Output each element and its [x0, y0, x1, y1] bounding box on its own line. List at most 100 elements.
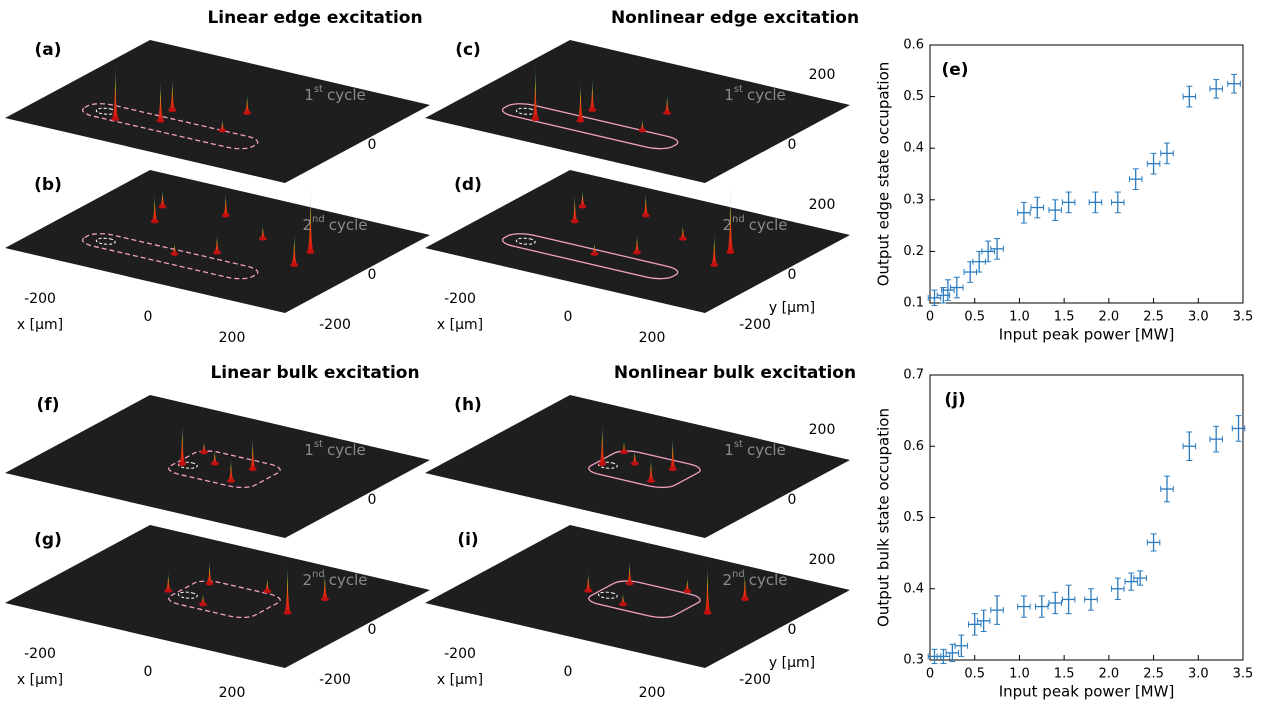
plane — [5, 525, 430, 669]
cycle-number: 1 — [724, 86, 734, 104]
y-tick-label: 0 — [788, 267, 797, 283]
peak-base — [164, 588, 173, 593]
peak-base — [663, 110, 672, 115]
plot-frame — [929, 44, 1244, 304]
intensity-peak — [200, 592, 206, 605]
cycle-word: cycle — [329, 571, 368, 589]
y-tick-label: 0 — [788, 622, 797, 638]
peak-base — [248, 467, 257, 472]
peak-base — [290, 262, 299, 267]
x-tick-label: 3.0 — [1188, 310, 1209, 325]
y-axis-title: Output edge state occupation — [875, 62, 893, 287]
x-axis-label: x [µm] — [437, 317, 483, 333]
y-tick-label: 0.4 — [903, 581, 924, 596]
plane — [425, 395, 850, 539]
panel-label: (f) — [37, 395, 60, 415]
peak-base — [168, 107, 177, 112]
peak-base — [633, 250, 641, 255]
intensity-peak — [591, 241, 598, 254]
peak-base — [740, 597, 749, 602]
cycle-label: 2nd cycle — [302, 569, 367, 589]
intensity-peak — [165, 570, 172, 591]
intensity-peak — [631, 448, 638, 464]
x-tick-label: 3.5 — [1233, 667, 1254, 682]
panel-plane — [425, 170, 850, 314]
excitation-outline — [496, 231, 684, 281]
peak-base — [668, 467, 677, 472]
peak-base — [218, 128, 227, 133]
intensity-peak — [626, 558, 633, 584]
cycle-suffix: nd — [312, 214, 325, 225]
y-tick-label: 0.5 — [903, 89, 924, 104]
x-tick-label: 200 — [639, 330, 666, 346]
x-tick-label: 0.5 — [964, 667, 985, 682]
panel-title: Nonlinear edge excitation — [611, 8, 859, 28]
cycle-suffix: nd — [732, 569, 745, 580]
intensity-peak — [634, 232, 640, 253]
cycle-word: cycle — [327, 441, 366, 459]
input-site — [175, 461, 201, 470]
panel-plane — [5, 170, 430, 314]
cycle-label: 1st cycle — [304, 439, 365, 459]
panel-title: Linear edge excitation — [207, 8, 422, 28]
panel-title: Nonlinear bulk excitation — [614, 363, 856, 383]
panel-plane — [5, 525, 430, 669]
cycle-number: 2 — [722, 571, 732, 589]
cycle-label: 2nd cycle — [302, 214, 367, 234]
intensity-peak — [321, 569, 328, 600]
x-tick-label: 1.5 — [1054, 310, 1075, 325]
y-tick-label: 0 — [788, 137, 797, 153]
panel-plane — [5, 395, 430, 539]
y-tick-label: 0.5 — [903, 510, 924, 525]
x-tick-label: -200 — [444, 646, 476, 662]
panel-label: (i) — [457, 530, 478, 550]
peak-base — [263, 589, 272, 594]
input-site — [595, 591, 621, 600]
peak-base — [111, 117, 120, 122]
y-tick-label: 0.3 — [903, 192, 924, 207]
peak-base — [170, 251, 179, 256]
cycle-suffix: st — [314, 84, 323, 95]
cycle-word: cycle — [749, 216, 788, 234]
intensity-peak — [741, 569, 748, 600]
x-tick-label: 1.0 — [1009, 667, 1030, 682]
x-tick-label: 0 — [564, 664, 573, 680]
peak-base — [590, 251, 599, 256]
peak-base — [641, 213, 650, 218]
peak-base — [620, 450, 628, 455]
plane — [5, 395, 430, 539]
intensity-peak — [169, 74, 176, 110]
peak-base — [578, 204, 587, 209]
peak-base — [531, 117, 540, 122]
x-tick-label: 1.5 — [1054, 667, 1075, 682]
y-tick-label: 0 — [368, 492, 377, 508]
cycle-number: 2 — [722, 216, 732, 234]
panel-label: (e) — [941, 60, 968, 80]
intensity-peak — [179, 418, 186, 464]
y-tick-label: 0.6 — [903, 38, 924, 53]
intensity-peak — [214, 232, 220, 253]
cycle-word: cycle — [747, 86, 786, 104]
x-tick-label: 0 — [564, 309, 573, 325]
intensity-peak — [264, 576, 271, 592]
plane — [425, 525, 850, 669]
intensity-peak — [206, 558, 213, 584]
peak-base — [710, 262, 719, 267]
y-tick-label: 0.7 — [903, 368, 924, 383]
y-tick-label: 0 — [368, 137, 377, 153]
plane — [5, 40, 430, 184]
peak-base — [283, 610, 292, 615]
x-tick-label: 200 — [639, 685, 666, 701]
intensity-peak — [571, 191, 578, 222]
intensity-peak — [727, 181, 734, 252]
peak-base — [570, 219, 579, 224]
cycle-label: 2nd cycle — [722, 569, 787, 589]
cycle-suffix: st — [734, 439, 743, 450]
intensity-peak — [648, 455, 654, 481]
cycle-label: 1st cycle — [304, 84, 365, 104]
y-tick-label: 0 — [368, 267, 377, 283]
cycle-label: 1st cycle — [724, 439, 785, 459]
y-tick-label: 0 — [788, 492, 797, 508]
panel-plane — [425, 525, 850, 669]
peak-base — [243, 110, 252, 115]
